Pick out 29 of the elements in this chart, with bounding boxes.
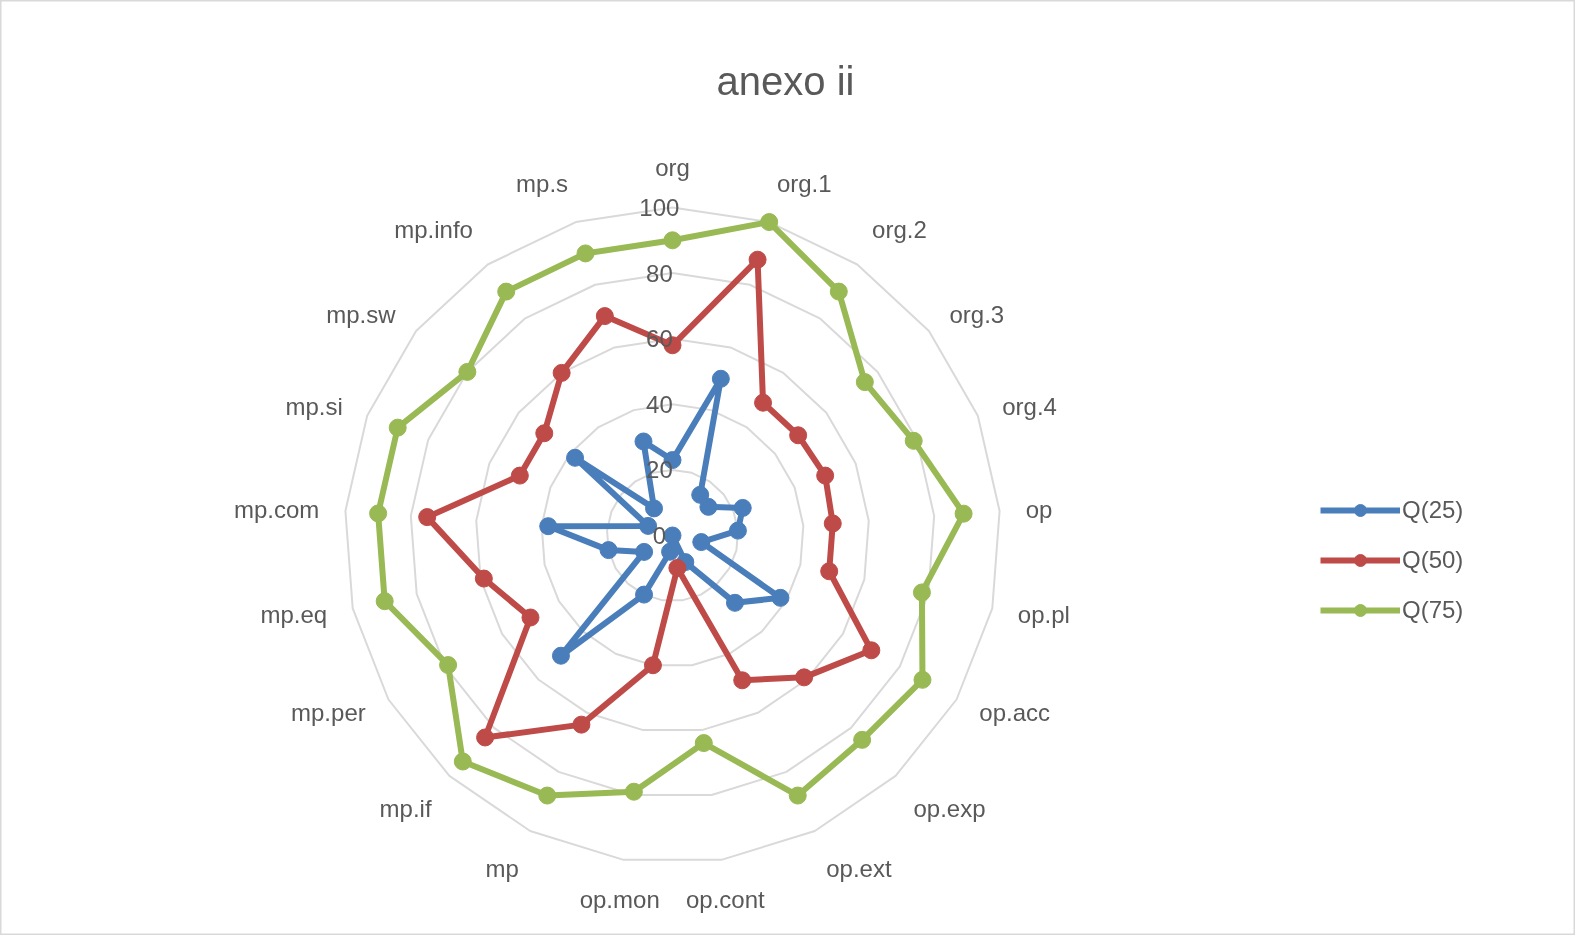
legend-label: Q(50) [1402, 546, 1464, 574]
spoke-label: mp.sw [326, 301, 397, 329]
spoke-label: org.2 [872, 215, 927, 243]
spoke-label: mp [485, 854, 519, 882]
spoke-label: mp.if [379, 795, 432, 823]
spoke-label: op.ext [826, 854, 892, 882]
spoke-label: mp.s [516, 170, 569, 197]
y-tick-label: 100 [639, 194, 680, 221]
spoke-label: org.1 [776, 170, 832, 197]
spoke-label: mp.si [285, 392, 343, 420]
y-tick-label: 80 [646, 259, 673, 287]
spoke-label: op [1025, 495, 1053, 523]
spoke-label: op.pl [1017, 600, 1070, 628]
spoke-label: org.4 [1002, 392, 1057, 420]
spoke-label: org.3 [949, 301, 1005, 329]
chart-title: anexo ii [716, 58, 855, 103]
spoke-label: mp.per [291, 699, 366, 727]
spoke-label: op.mon [579, 885, 660, 913]
y-tick-label: 0 [652, 522, 667, 549]
spoke-label: mp.info [394, 215, 473, 243]
legend-label: Q(25) [1402, 496, 1464, 524]
spoke-label: mp.com [233, 495, 320, 523]
spoke-label: mp.eq [260, 600, 328, 628]
spoke-label: org [655, 154, 690, 182]
y-tick-label: 40 [646, 390, 673, 418]
spoke-label: op.exp [913, 795, 986, 823]
legend-label: Q(75) [1402, 596, 1464, 624]
spoke-label: op.acc [979, 699, 1050, 727]
spoke-label: op.cont [685, 885, 765, 913]
